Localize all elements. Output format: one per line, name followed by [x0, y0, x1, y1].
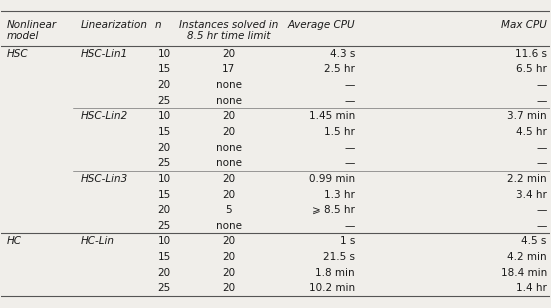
Text: —: —: [344, 221, 355, 231]
Text: 1 s: 1 s: [339, 237, 355, 246]
Text: 1.45 min: 1.45 min: [309, 111, 355, 121]
Text: 20: 20: [223, 127, 235, 137]
Text: n: n: [154, 20, 161, 30]
Text: —: —: [344, 143, 355, 153]
Text: 1.3 hr: 1.3 hr: [324, 189, 355, 200]
Text: 25: 25: [158, 221, 171, 231]
Text: 20: 20: [223, 252, 235, 262]
Text: HC: HC: [7, 237, 22, 246]
Text: 1.8 min: 1.8 min: [315, 268, 355, 278]
Text: Nonlinear: Nonlinear: [7, 20, 57, 30]
Text: 20: 20: [223, 174, 235, 184]
Text: 10: 10: [158, 111, 171, 121]
Text: 10: 10: [158, 237, 171, 246]
Text: none: none: [216, 96, 242, 106]
Text: 15: 15: [158, 252, 171, 262]
Text: 4.5 s: 4.5 s: [521, 237, 547, 246]
Text: —: —: [537, 80, 547, 90]
Text: HSC: HSC: [7, 49, 29, 59]
Text: 5: 5: [225, 205, 232, 215]
Text: 1.4 hr: 1.4 hr: [516, 283, 547, 294]
Text: 4.3 s: 4.3 s: [329, 49, 355, 59]
Text: 20: 20: [158, 268, 171, 278]
Text: —: —: [537, 221, 547, 231]
Text: Max CPU: Max CPU: [501, 20, 547, 30]
Text: 20: 20: [223, 189, 235, 200]
Text: 20: 20: [223, 283, 235, 294]
Text: 25: 25: [158, 158, 171, 168]
Text: 3.4 hr: 3.4 hr: [516, 189, 547, 200]
Text: HSC-Lin2: HSC-Lin2: [81, 111, 128, 121]
Text: 6.5 hr: 6.5 hr: [516, 64, 547, 75]
Text: —: —: [537, 96, 547, 106]
Text: 20: 20: [158, 205, 171, 215]
Text: 20: 20: [158, 143, 171, 153]
Text: Linearization: Linearization: [81, 20, 148, 30]
Text: 2.5 hr: 2.5 hr: [324, 64, 355, 75]
Text: 4.5 hr: 4.5 hr: [516, 127, 547, 137]
Text: 15: 15: [158, 127, 171, 137]
Text: —: —: [537, 143, 547, 153]
Text: 10: 10: [158, 174, 171, 184]
Text: Instances solved in: Instances solved in: [179, 20, 279, 30]
Text: —: —: [344, 80, 355, 90]
Text: —: —: [344, 96, 355, 106]
Text: 0.99 min: 0.99 min: [309, 174, 355, 184]
Text: 17: 17: [222, 64, 235, 75]
Text: HC-Lin: HC-Lin: [81, 237, 115, 246]
Text: 20: 20: [223, 237, 235, 246]
Text: —: —: [537, 158, 547, 168]
Text: —: —: [344, 158, 355, 168]
Text: —: —: [537, 205, 547, 215]
Text: 21.5 s: 21.5 s: [323, 252, 355, 262]
Text: 25: 25: [158, 96, 171, 106]
Text: HSC-Lin1: HSC-Lin1: [81, 49, 128, 59]
Text: 20: 20: [223, 111, 235, 121]
Text: 4.2 min: 4.2 min: [507, 252, 547, 262]
Text: 25: 25: [158, 283, 171, 294]
Text: model: model: [7, 31, 39, 41]
Text: 2.2 min: 2.2 min: [507, 174, 547, 184]
Text: 11.6 s: 11.6 s: [515, 49, 547, 59]
Text: 15: 15: [158, 64, 171, 75]
Text: Average CPU: Average CPU: [288, 20, 355, 30]
Text: none: none: [216, 221, 242, 231]
Text: 10: 10: [158, 49, 171, 59]
Text: none: none: [216, 80, 242, 90]
Text: 3.7 min: 3.7 min: [507, 111, 547, 121]
Text: 10.2 min: 10.2 min: [309, 283, 355, 294]
Text: 20: 20: [223, 49, 235, 59]
Text: 20: 20: [158, 80, 171, 90]
Text: 20: 20: [223, 268, 235, 278]
Text: none: none: [216, 143, 242, 153]
Text: ⩾ 8.5 hr: ⩾ 8.5 hr: [312, 205, 355, 215]
Text: 1.5 hr: 1.5 hr: [324, 127, 355, 137]
Text: 18.4 min: 18.4 min: [501, 268, 547, 278]
Text: HSC-Lin3: HSC-Lin3: [81, 174, 128, 184]
Text: 8.5 hr time limit: 8.5 hr time limit: [187, 31, 271, 41]
Text: 15: 15: [158, 189, 171, 200]
Text: none: none: [216, 158, 242, 168]
